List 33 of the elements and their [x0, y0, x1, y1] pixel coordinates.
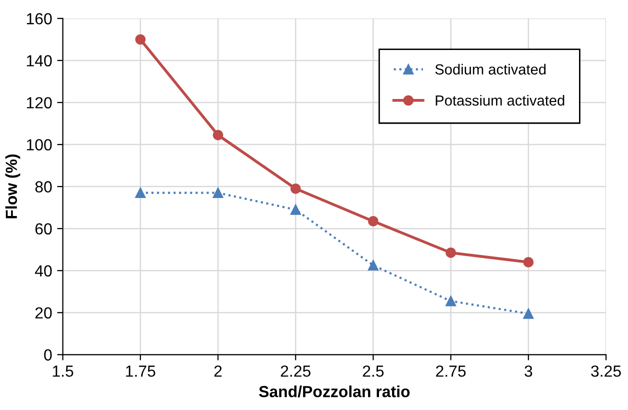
y-tick-label: 160 [26, 13, 52, 24]
x-tick-label: 2.5 [362, 365, 384, 377]
x-tick-label: 1.75 [126, 366, 156, 377]
y-tick-label: 40 [34, 265, 52, 277]
y-tick-label: 60 [35, 223, 52, 235]
point [135, 34, 146, 45]
point [446, 248, 456, 258]
y-tick-label: 20 [35, 307, 52, 319]
x-tick-label: 2 [214, 365, 222, 377]
point [523, 256, 534, 268]
y-tick-label: 0 [44, 349, 52, 361]
y-tick-label: 80 [35, 181, 52, 192]
point [290, 183, 301, 194]
point [368, 216, 378, 226]
point [212, 130, 224, 140]
point [290, 204, 301, 215]
x-tick-label: 3.25 [591, 365, 621, 377]
x-tick-label: 1.5 [52, 366, 74, 377]
point [446, 296, 456, 306]
x-tick-label: 3 [524, 365, 532, 377]
y-tick-label: 140 [26, 55, 52, 66]
point [368, 260, 378, 271]
point [212, 188, 224, 198]
y-tick-label: 120 [26, 97, 52, 108]
x-axis-title: Sand/Pozzolan ratio [258, 386, 410, 398]
y-axis-title: Flow (%) [5, 154, 20, 218]
point [135, 188, 146, 198]
legend-label: Potassium activated [436, 94, 564, 106]
y-tick-label: 100 [26, 139, 52, 150]
x-tick-label: 2.75 [436, 365, 466, 377]
x-tick-label: 2.25 [280, 365, 310, 377]
point [523, 308, 534, 319]
legend-label: Sodium activated [435, 64, 546, 75]
